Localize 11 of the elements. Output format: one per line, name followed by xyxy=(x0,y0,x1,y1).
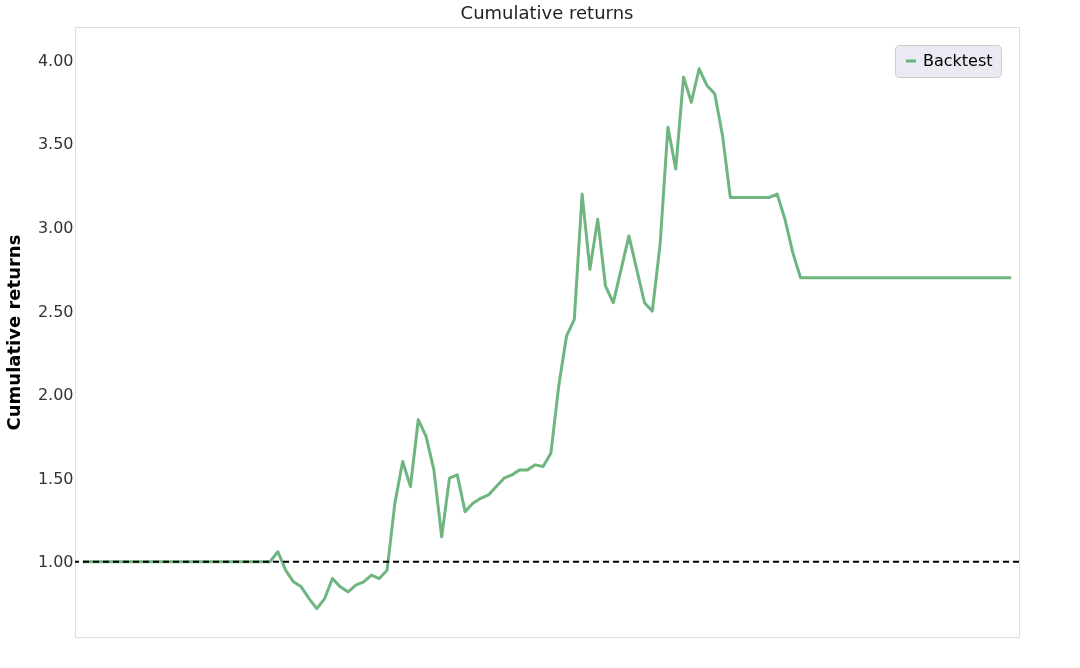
y-tick-label: 3.50 xyxy=(37,134,74,154)
y-tick-label: 2.50 xyxy=(37,301,74,321)
y-tick-label: 4.00 xyxy=(37,50,74,70)
y-tick-label: 2.00 xyxy=(37,385,74,405)
y-tick-label: 1.00 xyxy=(37,552,74,572)
legend-label: Backtest xyxy=(923,51,993,70)
y-tick-label: 3.00 xyxy=(37,218,74,238)
line-series xyxy=(81,67,1013,611)
y-axis-title: Cumulative returns xyxy=(2,234,24,431)
chart-title: Cumulative returns xyxy=(460,2,634,23)
y-tick-label: 1.50 xyxy=(37,468,74,488)
